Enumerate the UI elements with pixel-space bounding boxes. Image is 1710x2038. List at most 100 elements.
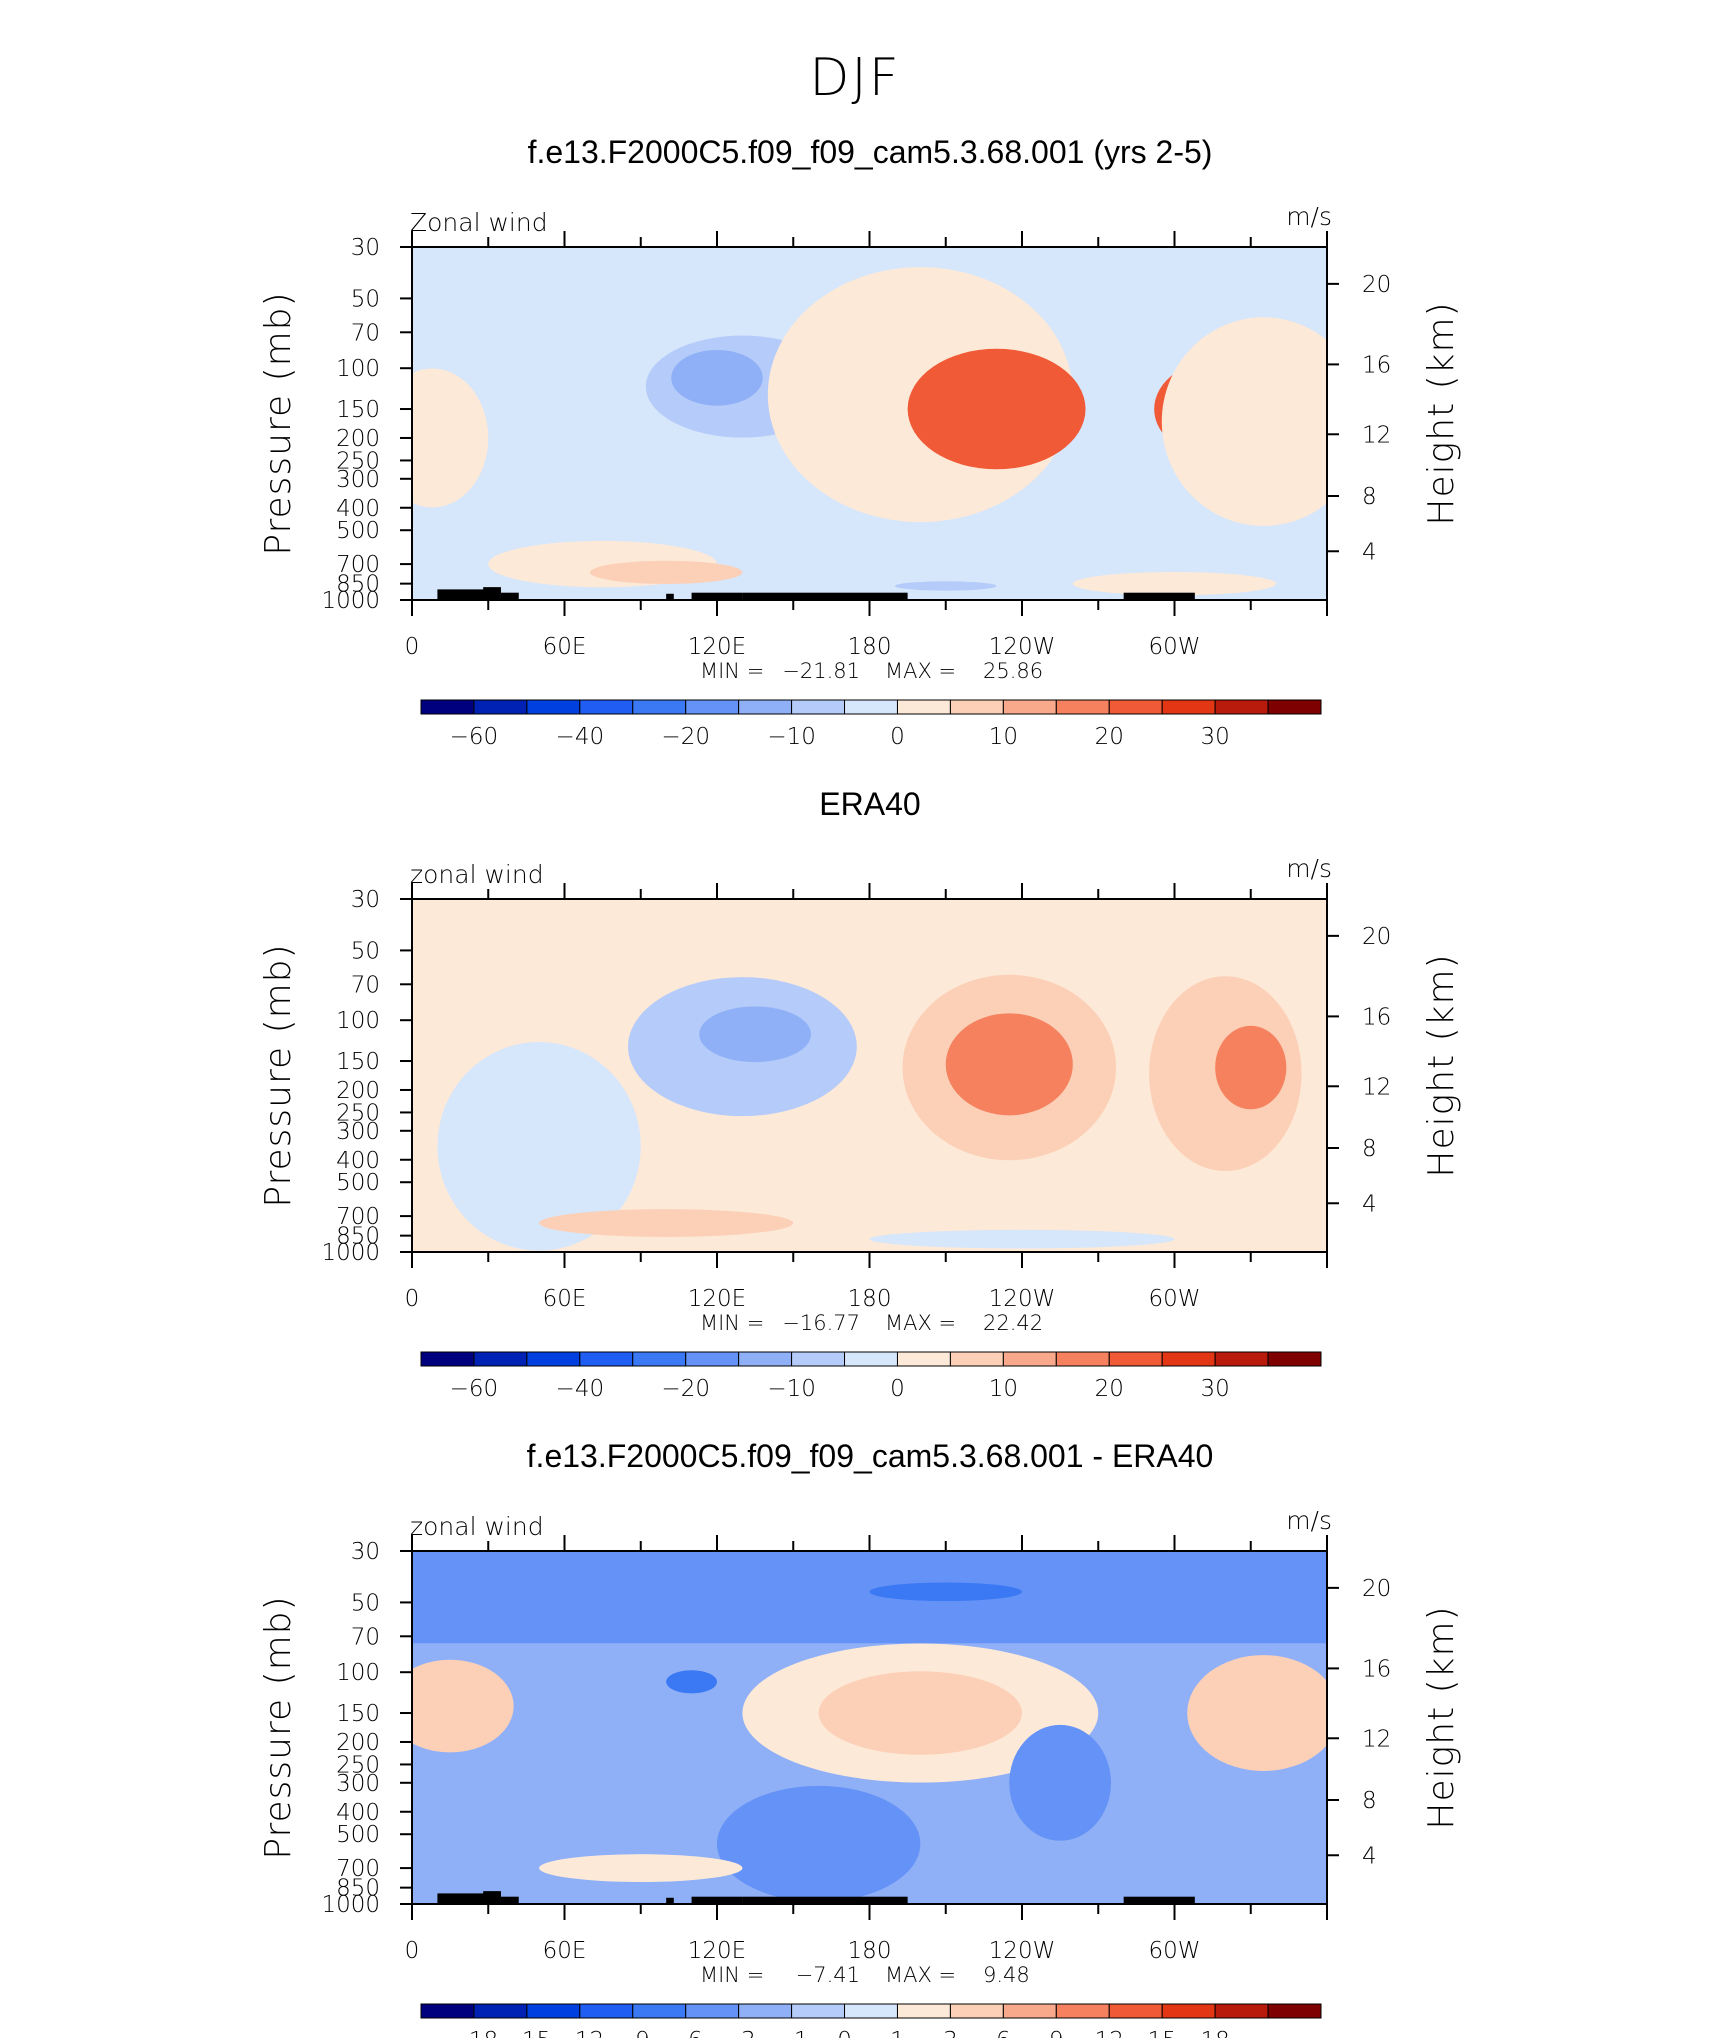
y-axis-title: Pressure (mb) bbox=[258, 1595, 299, 1859]
colorbar-swatch bbox=[949, 1351, 1004, 1367]
x-tick-label: 120E bbox=[688, 1938, 746, 1964]
colorbar-label: −18 bbox=[450, 2028, 499, 2038]
y-tick-label: 500 bbox=[336, 518, 380, 544]
colorbar-swatch bbox=[738, 2003, 793, 2019]
y2-tick-label: 4 bbox=[1362, 1843, 1377, 1869]
colorbar-swatch bbox=[1214, 2003, 1269, 2019]
x-tick-label: 180 bbox=[848, 634, 892, 660]
colorbar-swatch bbox=[1055, 2003, 1110, 2019]
y-tick-label: 70 bbox=[351, 972, 380, 998]
colorbar-swatch bbox=[1267, 1351, 1322, 1367]
y-tick-label: 700 bbox=[336, 552, 380, 578]
y-tick-label: 850 bbox=[336, 1876, 380, 1902]
colorbar-swatch bbox=[420, 699, 475, 715]
topography-block bbox=[691, 1896, 743, 1904]
colorbar-swatch bbox=[896, 699, 951, 715]
colorbar-swatch bbox=[632, 2003, 687, 2019]
contour-region bbox=[539, 1854, 743, 1883]
units-label: m/s bbox=[1286, 1506, 1332, 1535]
colorbar-swatch bbox=[738, 699, 793, 715]
colorbar-label: 18 bbox=[1200, 2028, 1229, 2038]
colorbar-swatch bbox=[473, 2003, 528, 2019]
y-tick-label: 150 bbox=[336, 397, 380, 423]
colorbar-swatch bbox=[1161, 2003, 1216, 2019]
x-tick-label: 0 bbox=[405, 1938, 420, 1964]
y2-tick-label: 4 bbox=[1362, 539, 1377, 565]
colorbar-swatch bbox=[526, 1351, 581, 1367]
contour-region bbox=[818, 1671, 1022, 1755]
min-value: −21.81 bbox=[782, 659, 860, 683]
variable-label: Zonal wind bbox=[410, 208, 548, 237]
colorbar-swatch bbox=[949, 699, 1004, 715]
colorbar-swatch bbox=[896, 1351, 951, 1367]
colorbar-swatch bbox=[579, 1351, 634, 1367]
x-tick-label: 180 bbox=[848, 1286, 892, 1312]
y-tick-label: 1000 bbox=[321, 1892, 380, 1918]
colorbar-swatch bbox=[1108, 699, 1163, 715]
colorbar-label: 20 bbox=[1095, 1376, 1124, 1402]
colorbar-swatch bbox=[526, 2003, 581, 2019]
colorbar-swatch bbox=[685, 1351, 740, 1367]
x-tick-label: 0 bbox=[405, 634, 420, 660]
contour-region bbox=[1187, 1655, 1327, 1771]
colorbar-label: 10 bbox=[989, 724, 1018, 750]
colorbar-label: −60 bbox=[450, 1376, 499, 1402]
colorbar-label: −20 bbox=[661, 724, 710, 750]
y-tick-label: 1000 bbox=[321, 1240, 380, 1266]
topography-block bbox=[437, 589, 489, 600]
colorbar-swatch bbox=[1108, 1351, 1163, 1367]
min-label: MIN = bbox=[700, 659, 764, 683]
x-tick-label: 120W bbox=[989, 1286, 1056, 1312]
colorbar-label: 0 bbox=[890, 1376, 905, 1402]
contour-region bbox=[589, 560, 743, 584]
colorbar-label: −40 bbox=[556, 724, 605, 750]
x-tick-label: 60E bbox=[543, 634, 587, 660]
topography-block bbox=[666, 593, 674, 600]
y2-tick-label: 20 bbox=[1362, 1576, 1391, 1602]
y2-axis-title: Height (km) bbox=[1421, 301, 1462, 525]
y-tick-label: 50 bbox=[351, 286, 380, 312]
colorbar-swatch bbox=[1055, 1351, 1110, 1367]
colorbar-label: −12 bbox=[556, 2028, 605, 2038]
colorbar-swatch bbox=[738, 1351, 793, 1367]
colorbar-swatch bbox=[1055, 699, 1110, 715]
colorbar-label: 30 bbox=[1200, 724, 1229, 750]
panel-title: ERA40 bbox=[819, 786, 920, 822]
y2-tick-label: 8 bbox=[1362, 1788, 1377, 1814]
y-tick-label: 30 bbox=[351, 235, 380, 261]
colorbar-swatch bbox=[791, 699, 846, 715]
topography-block bbox=[500, 592, 519, 600]
colorbar-swatch bbox=[1161, 699, 1216, 715]
y-tick-label: 850 bbox=[336, 1224, 380, 1250]
contour-region bbox=[1009, 1724, 1111, 1841]
colorbar-label: −9 bbox=[616, 2028, 650, 2038]
colorbar-label: 0 bbox=[837, 2028, 852, 2038]
colorbar-swatch bbox=[420, 1351, 475, 1367]
panel-3: f.e13.F2000C5.f09_f09_cam5.3.68.001 - ER… bbox=[258, 1438, 1462, 2038]
contour-region bbox=[1072, 572, 1277, 596]
contour-region bbox=[699, 1006, 812, 1063]
colorbar-label: −6 bbox=[669, 2028, 703, 2038]
colorbar-label: 6 bbox=[996, 2028, 1011, 2038]
colorbar-label: −10 bbox=[767, 1376, 816, 1402]
colorbar-swatch bbox=[1108, 2003, 1163, 2019]
y-tick-label: 300 bbox=[336, 1771, 380, 1797]
y-tick-label: 250 bbox=[336, 1100, 380, 1126]
topography-block bbox=[483, 587, 501, 600]
x-tick-label: 120E bbox=[688, 634, 746, 660]
contour-field bbox=[412, 899, 1327, 1252]
y-tick-label: 200 bbox=[336, 426, 380, 452]
colorbar-swatch bbox=[632, 1351, 687, 1367]
colorbar-label: 10 bbox=[989, 1376, 1018, 1402]
colorbar-label: 15 bbox=[1148, 2028, 1177, 2038]
max-value: 22.42 bbox=[983, 1311, 1043, 1335]
topography-block bbox=[666, 1897, 674, 1904]
contour-region bbox=[412, 1659, 514, 1753]
contour-region bbox=[666, 1670, 717, 1694]
contour-region bbox=[1161, 317, 1327, 526]
y2-tick-label: 8 bbox=[1362, 484, 1377, 510]
x-tick-label: 60E bbox=[543, 1286, 587, 1312]
y2-tick-label: 12 bbox=[1362, 422, 1391, 448]
y-tick-label: 1000 bbox=[321, 588, 380, 614]
y-tick-label: 850 bbox=[336, 572, 380, 598]
